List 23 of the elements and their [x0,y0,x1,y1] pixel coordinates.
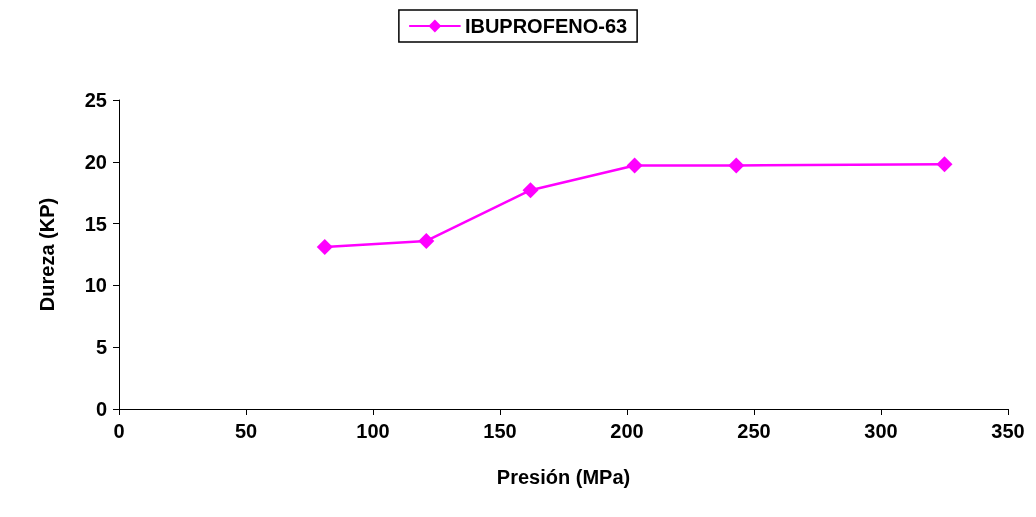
point [626,157,643,174]
x-tick-label: 350 [991,420,1025,442]
y-tick-label: 0 [95,398,107,420]
legend-label: IBUPROFENO-63 [464,15,628,37]
point [522,182,539,199]
point [316,239,333,256]
x-tick-label: 0 [113,420,125,442]
x-tick-label: 300 [864,420,898,442]
x-tick-label: 150 [483,420,517,442]
y-axis-title: Dureza (KP) [36,197,58,312]
y-tick-label: 15 [84,212,107,235]
y-tick-label: 10 [84,274,107,297]
point [728,157,745,174]
x-tick-label: 50 [234,420,258,442]
x-tick-label: 100 [356,420,390,442]
y-tick-label: 5 [95,336,107,359]
y-tick-label: 20 [84,150,107,173]
x-tick-label: 200 [610,420,644,442]
y-tick-label: 25 [84,89,107,111]
point [936,156,953,173]
x-tick-label: 250 [737,420,771,442]
x-axis-title: Presión (MPa) [496,466,631,488]
point [418,232,435,249]
